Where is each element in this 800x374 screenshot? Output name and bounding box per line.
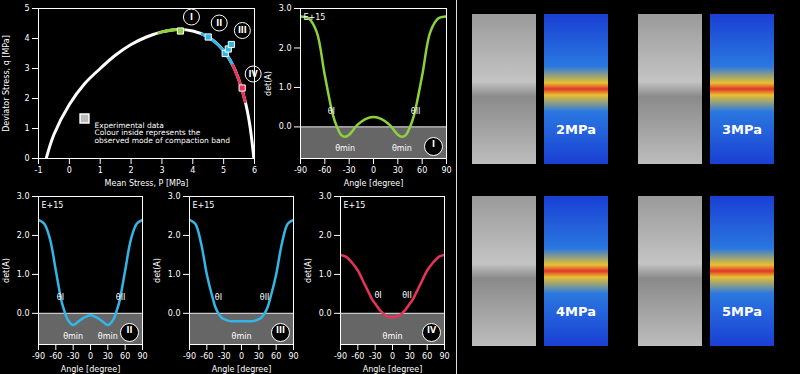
- svg-text:θmin: θmin: [335, 144, 355, 153]
- svg-text:θmin: θmin: [392, 144, 412, 153]
- svg-text:θI: θI: [374, 291, 381, 300]
- svg-text:0.0: 0.0: [168, 309, 181, 318]
- svg-text:90: 90: [137, 352, 147, 361]
- svg-text:1.0: 1.0: [17, 270, 30, 279]
- svg-text:det(A): det(A): [304, 258, 313, 283]
- svg-text:θI: θI: [215, 293, 222, 302]
- svg-text:5: 5: [221, 166, 226, 175]
- svg-text:0.0: 0.0: [17, 309, 30, 318]
- svg-text:2.0: 2.0: [319, 231, 332, 240]
- svg-text:0: 0: [371, 166, 376, 175]
- svg-text:3.0: 3.0: [17, 192, 30, 201]
- svg-text:30: 30: [103, 352, 113, 361]
- svg-text:2.0: 2.0: [17, 231, 30, 240]
- svg-text:θI: θI: [328, 107, 335, 116]
- svg-text:60: 60: [417, 166, 427, 175]
- svg-text:60: 60: [422, 352, 432, 361]
- svg-text:60: 60: [120, 352, 130, 361]
- svg-text:4: 4: [190, 166, 195, 175]
- svg-text:Angle [degree]: Angle [degree]: [212, 365, 272, 374]
- svg-text:0.0: 0.0: [279, 122, 292, 131]
- svg-text:IV: IV: [249, 70, 259, 79]
- svg-text:2: 2: [24, 94, 29, 103]
- svg-text:90: 90: [441, 166, 451, 175]
- svg-text:3.0: 3.0: [168, 192, 181, 201]
- svg-text:1.0: 1.0: [168, 270, 181, 279]
- svg-text:90: 90: [288, 352, 298, 361]
- svg-text:E+15: E+15: [193, 201, 215, 210]
- svg-text:0: 0: [239, 352, 244, 361]
- svg-text:I: I: [432, 140, 435, 149]
- svg-text:5: 5: [24, 4, 29, 13]
- html-text:4MPa: 4MPa: [556, 304, 596, 319]
- svg-text:3: 3: [159, 166, 164, 175]
- svg-text:-30: -30: [218, 352, 231, 361]
- svg-text:II: II: [127, 326, 133, 335]
- svg-text:-60: -60: [49, 352, 62, 361]
- svg-text:III: III: [238, 26, 247, 35]
- svg-text:60: 60: [271, 352, 281, 361]
- svg-text:-30: -30: [67, 352, 80, 361]
- svg-text:det(A): det(A): [2, 258, 11, 283]
- svg-text:3.0: 3.0: [279, 4, 292, 13]
- svg-text:0.0: 0.0: [319, 309, 332, 318]
- svg-text:1.0: 1.0: [319, 270, 332, 279]
- svg-text:30: 30: [405, 352, 415, 361]
- svg-text:E+15: E+15: [42, 201, 64, 210]
- svg-text:Mean Stress, P [MPa]: Mean Stress, P [MPa]: [105, 179, 189, 188]
- svg-text:3.0: 3.0: [319, 192, 332, 201]
- svg-text:Angle [degree]: Angle [degree]: [363, 365, 423, 374]
- svg-text:Deviator Stress, q [MPa]: Deviator Stress, q [MPa]: [2, 35, 11, 132]
- svg-text:θII: θII: [260, 293, 270, 302]
- svg-text:II: II: [216, 19, 222, 28]
- svg-text:θII: θII: [402, 291, 412, 300]
- svg-text:6: 6: [252, 166, 257, 175]
- svg-text:30: 30: [393, 166, 403, 175]
- svg-text:θmin: θmin: [383, 332, 403, 341]
- svg-text:III: III: [276, 326, 285, 335]
- svg-text:90: 90: [439, 352, 449, 361]
- svg-text:I: I: [190, 13, 193, 22]
- svg-text:IV: IV: [427, 326, 437, 335]
- svg-text:0: 0: [390, 352, 395, 361]
- svg-text:det(A): det(A): [153, 258, 162, 283]
- svg-text:-30: -30: [369, 352, 382, 361]
- svg-text:-1: -1: [35, 166, 43, 175]
- svg-text:-60: -60: [318, 166, 331, 175]
- svg-text:θII: θII: [116, 293, 126, 302]
- svg-text:Experimental dataColour inside: Experimental dataColour inside represent…: [95, 121, 231, 145]
- svg-text:-60: -60: [200, 352, 213, 361]
- svg-text:θmin: θmin: [232, 332, 252, 341]
- svg-text:-90: -90: [183, 352, 196, 361]
- svg-text:-90: -90: [334, 352, 347, 361]
- svg-text:θI: θI: [57, 293, 64, 302]
- svg-text:E+15: E+15: [304, 13, 326, 22]
- svg-text:-30: -30: [343, 166, 356, 175]
- svg-text:30: 30: [254, 352, 264, 361]
- svg-text:E+15: E+15: [344, 201, 366, 210]
- svg-text:1: 1: [98, 166, 103, 175]
- svg-text:-60: -60: [351, 352, 364, 361]
- svg-text:θmin: θmin: [63, 332, 83, 341]
- svg-text:3: 3: [24, 64, 29, 73]
- svg-text:2.0: 2.0: [279, 44, 292, 53]
- html-text:3MPa: 3MPa: [722, 122, 762, 137]
- svg-text:-90: -90: [32, 352, 45, 361]
- html-text:5MPa: 5MPa: [722, 304, 762, 319]
- svg-text:-90: -90: [294, 166, 307, 175]
- svg-text:1: 1: [24, 124, 29, 133]
- svg-text:0: 0: [67, 166, 72, 175]
- svg-text:2: 2: [129, 166, 134, 175]
- svg-text:2.0: 2.0: [168, 231, 181, 240]
- svg-text:0: 0: [88, 352, 93, 361]
- svg-text:Angle [degree]: Angle [degree]: [61, 365, 121, 374]
- svg-text:θII: θII: [411, 107, 421, 116]
- svg-text:1.0: 1.0: [279, 83, 292, 92]
- svg-text:0: 0: [24, 154, 29, 163]
- svg-text:4: 4: [24, 34, 29, 43]
- html-text:2MPa: 2MPa: [556, 122, 596, 137]
- svg-text:det(A): det(A): [264, 71, 273, 96]
- svg-text:Angle [degree]: Angle [degree]: [344, 179, 404, 188]
- svg-text:θmin: θmin: [98, 332, 118, 341]
